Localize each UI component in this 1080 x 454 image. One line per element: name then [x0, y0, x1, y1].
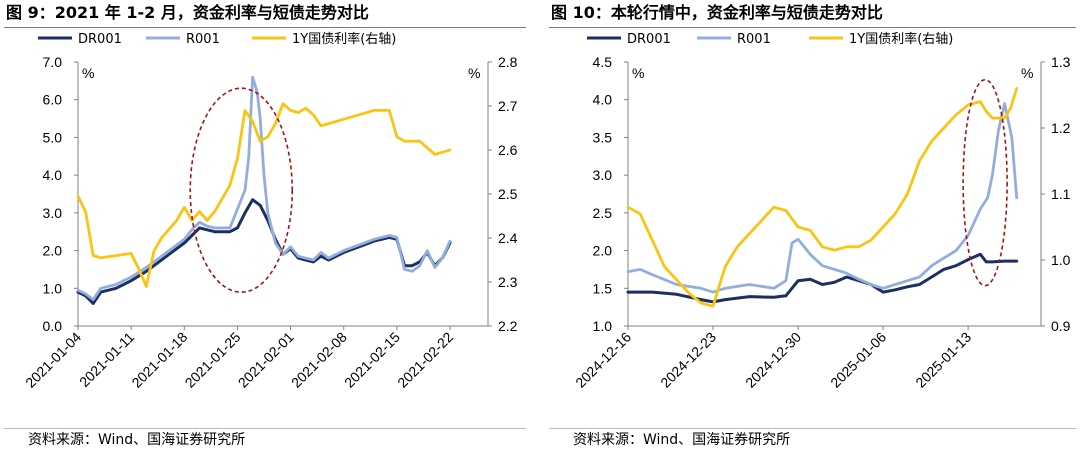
left-y-tick-label: 4.0: [593, 92, 613, 108]
right-y-tick-label: 2.8: [498, 54, 518, 70]
x-tick-label: 2024-12-30: [742, 329, 804, 391]
figure-10-source-rule: [549, 428, 1076, 429]
left-y-tick-label: 1.0: [593, 318, 613, 334]
legend-label-r001: R001: [737, 32, 771, 47]
left-y-tick-label: 3.0: [593, 167, 613, 183]
legend-label-dr001: DR001: [78, 32, 122, 47]
figure-9-source-rule: [4, 428, 526, 429]
right-unit-label: %: [1021, 65, 1033, 81]
x-tick-label: 2021-01-04: [22, 329, 84, 391]
figure-9-chart: 0.0 1.0 2.0 3.0 4.0 5.0 6.0 7.0 2.2 2.3 2.4 2.5 2.6 2…: [22, 31, 518, 391]
figure-10-panel: 图 10：本轮行情中，资金利率与短债走势对比 1.0 1.5 2.0 2.5 3.0 3.…: [545, 0, 1080, 454]
series-line-dr001: [626, 252, 1019, 304]
x-tick-label: 2025-01-13: [912, 329, 974, 391]
legend-label-dr001: DR001: [627, 32, 671, 47]
right-y-tick-label: 2.6: [498, 142, 518, 158]
highlight-ellipse: [962, 78, 1008, 287]
legend-label-1y-bond: 1Y国债利率(右轴): [849, 31, 953, 47]
left-y-tick-label: 7.0: [43, 54, 63, 70]
legend-label-r001: R001: [186, 32, 220, 47]
x-tick-label: 2021-02-08: [288, 329, 350, 391]
highlight-ellipse: [189, 87, 294, 294]
x-tick-label: 2021-02-15: [341, 329, 403, 391]
series-line-dr001: [76, 198, 452, 305]
right-y-tick-label: 0.9: [1051, 318, 1071, 334]
left-y-tick-label: 2.5: [593, 205, 613, 221]
figure-10-title-rule: [549, 27, 1076, 28]
x-tick-label: 2021-02-22: [394, 329, 456, 391]
x-tick-label: 2021-01-11: [76, 329, 137, 390]
figure-10-title: 图 10：本轮行情中，资金利率与短债走势对比: [551, 3, 883, 22]
left-y-tick-label: 3.0: [43, 205, 63, 221]
left-y-tick-label: 5.0: [43, 129, 63, 145]
left-y-tick-label: 3.5: [593, 129, 613, 145]
left-y-tick-label: 4.5: [593, 54, 613, 70]
left-y-tick-label: 0.0: [43, 318, 63, 334]
left-unit-label: %: [632, 65, 644, 81]
right-y-tick-label: 1.2: [1051, 120, 1071, 136]
x-tick-label: 2024-12-23: [657, 329, 719, 391]
left-y-tick-label: 2.0: [593, 243, 613, 259]
series-line-r001: [76, 75, 452, 302]
left-y-tick-label: 1.0: [43, 280, 63, 296]
left-y-tick-label: 4.0: [43, 167, 63, 183]
left-y-tick-label: 1.5: [593, 280, 613, 296]
left-y-tick-label: 2.0: [43, 243, 63, 259]
figure-10-source: 资料来源：Wind、国海证券研究所: [573, 432, 791, 448]
right-y-tick-label: 2.2: [498, 318, 518, 334]
right-y-tick-label: 1.3: [1051, 54, 1071, 70]
figure-9-title: 图 9：2021 年 1-2 月，资金利率与短债走势对比: [6, 3, 369, 22]
right-y-tick-label: 2.7: [498, 98, 518, 114]
figure-10-chart: 1.0 1.5 2.0 2.5 3.0 3.5 4.0 4.5 0.9 1.0 1.1 1.2 1.3 2…: [572, 31, 1071, 391]
x-tick-label: 2021-01-25: [182, 329, 244, 391]
right-y-tick-label: 2.3: [498, 274, 518, 290]
series-line-1y-bond: [626, 87, 1019, 308]
right-y-tick-label: 1.1: [1051, 186, 1071, 202]
x-tick-label: 2024-12-16: [572, 329, 634, 391]
right-y-tick-label: 2.5: [498, 186, 518, 202]
series-line-1y-bond: [76, 102, 452, 288]
x-tick-label: 2021-02-01: [235, 329, 297, 391]
x-tick-label: 2021-01-18: [128, 329, 190, 391]
right-unit-label: %: [468, 65, 480, 81]
legend-label-1y-bond: 1Y国债利率(右轴): [292, 31, 396, 47]
figure-9-panel: 图 9：2021 年 1-2 月，资金利率与短债走势对比 0.0 1.0 2.0 3.…: [0, 0, 530, 454]
left-unit-label: %: [82, 65, 94, 81]
left-y-tick-label: 6.0: [43, 92, 63, 108]
right-y-tick-label: 2.4: [498, 230, 518, 246]
right-y-tick-label: 1.0: [1051, 252, 1071, 268]
figure-9-source: 资料来源：Wind、国海证券研究所: [28, 432, 246, 448]
x-tick-label: 2025-01-06: [827, 329, 889, 391]
figure-9-title-rule: [4, 27, 526, 28]
